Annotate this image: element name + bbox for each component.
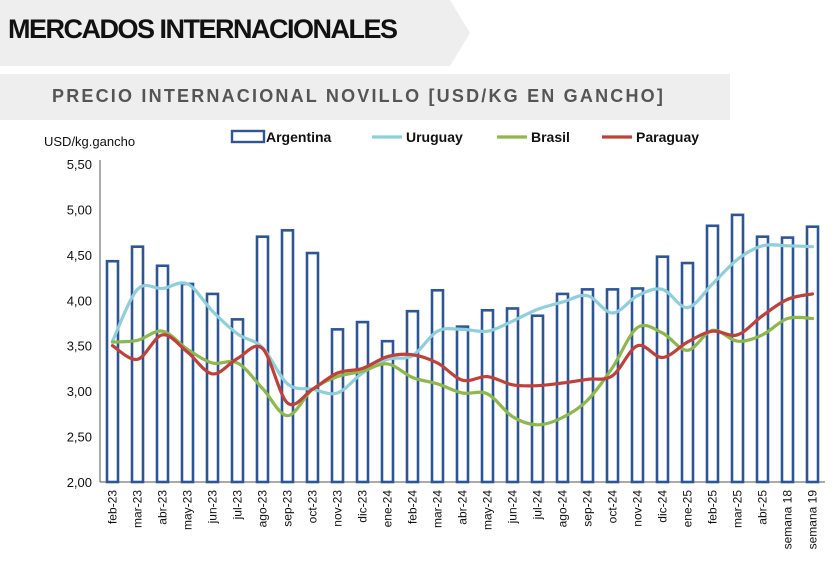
x-tick-label: dic-23 <box>356 490 370 523</box>
x-tick-label: ene-25 <box>681 490 695 528</box>
bar-argentina <box>405 309 420 484</box>
bar-argentina <box>630 287 645 484</box>
y-tick-label: 5,50 <box>67 157 92 172</box>
bar-argentina <box>655 255 670 484</box>
bar-argentina <box>230 318 245 484</box>
legend-label-brasil: Brasil <box>531 129 570 145</box>
x-tick-label: semana 19 <box>806 490 820 550</box>
x-tick-label: mar-24 <box>431 490 445 528</box>
x-tick-label: feb-23 <box>106 490 120 524</box>
banner-shape <box>0 0 470 66</box>
legend-label-paraguay: Paraguay <box>636 129 699 145</box>
bar-argentina <box>305 251 320 484</box>
x-tick-label: abr-25 <box>756 490 770 525</box>
x-tick-label: feb-24 <box>406 490 420 524</box>
bar-argentina <box>355 320 370 484</box>
y-tick-label: 2,00 <box>67 475 92 490</box>
y-tick-label: 3,50 <box>67 339 92 354</box>
x-tick-label: ago-24 <box>556 490 570 528</box>
legend-label-argentina: Argentina <box>266 129 332 145</box>
bar-argentina <box>280 229 295 484</box>
page-title: MERCADOS INTERNACIONALES <box>8 14 398 44</box>
x-tick-label: ene-24 <box>381 490 395 528</box>
y-tick-label: 2,50 <box>67 430 92 445</box>
bar-argentina <box>555 292 570 484</box>
bar-argentina <box>205 292 220 484</box>
x-tick-label: mar-23 <box>131 490 145 528</box>
x-tick-label: dic-24 <box>656 490 670 523</box>
y-axis-label: USD/kg.gancho <box>44 134 135 149</box>
bar-argentina <box>155 264 170 484</box>
price-chart: USD/kg.gancho 2,00 2,50 3,00 3,50 4,00 4,50 5,0… <box>44 129 825 550</box>
y-tick-label: 5,00 <box>67 202 92 217</box>
x-tick-label: jun-24 <box>506 490 520 525</box>
bar-argentina <box>505 307 520 484</box>
bar-argentina <box>605 288 620 484</box>
y-tick-label: 3,00 <box>67 384 92 399</box>
x-tick-label: sep-23 <box>281 490 295 527</box>
x-tick-label: nov-23 <box>331 490 345 527</box>
x-tick-label: abr-23 <box>156 490 170 525</box>
chart-subtitle: PRECIO INTERNACIONAL NOVILLO [USD/KG EN … <box>52 86 666 106</box>
bar-argentina <box>330 328 345 484</box>
legend-label-uruguay: Uruguay <box>406 129 463 145</box>
x-tick-label: oct-24 <box>606 490 620 524</box>
header-banner <box>0 0 470 66</box>
y-tick-label: 4,50 <box>67 248 92 263</box>
bar-argentina <box>180 282 195 484</box>
x-tick-label: feb-25 <box>706 490 720 524</box>
x-tick-label: abr-24 <box>456 490 470 525</box>
x-tick-label: jun-23 <box>206 490 220 525</box>
x-tick-label: ago-23 <box>256 490 270 528</box>
bar-argentina <box>255 235 270 484</box>
bar-argentina <box>805 225 820 484</box>
bar-argentina <box>680 261 695 484</box>
x-tick-label: nov-24 <box>631 490 645 527</box>
legend-swatch-argentina <box>230 129 266 144</box>
bar-argentina <box>530 314 545 484</box>
line-brasil <box>110 315 815 427</box>
bar-argentina <box>780 236 795 484</box>
x-tick-label: oct-23 <box>306 490 320 524</box>
subtitle-band <box>0 74 730 120</box>
x-tick-label: may-23 <box>181 490 195 530</box>
x-tick-label: jul-24 <box>531 490 545 521</box>
bar-argentina <box>730 213 745 484</box>
bar-argentina <box>130 245 145 484</box>
bar-argentina <box>580 288 595 484</box>
x-tick-label: semana 18 <box>781 490 795 550</box>
bar-argentina <box>705 224 720 484</box>
bar-argentina <box>455 325 470 484</box>
bar-argentina <box>755 235 770 484</box>
x-tick-label: mar-25 <box>731 490 745 528</box>
x-tick-label: sep-24 <box>581 490 595 527</box>
bar-argentina <box>105 259 120 484</box>
y-tick-label: 4,00 <box>67 293 92 308</box>
line-paraguay <box>110 292 815 407</box>
x-tick-label: may-24 <box>481 490 495 530</box>
line-uruguay <box>110 243 815 396</box>
bar-argentina <box>380 339 395 484</box>
x-tick-label: jul-23 <box>231 490 245 521</box>
